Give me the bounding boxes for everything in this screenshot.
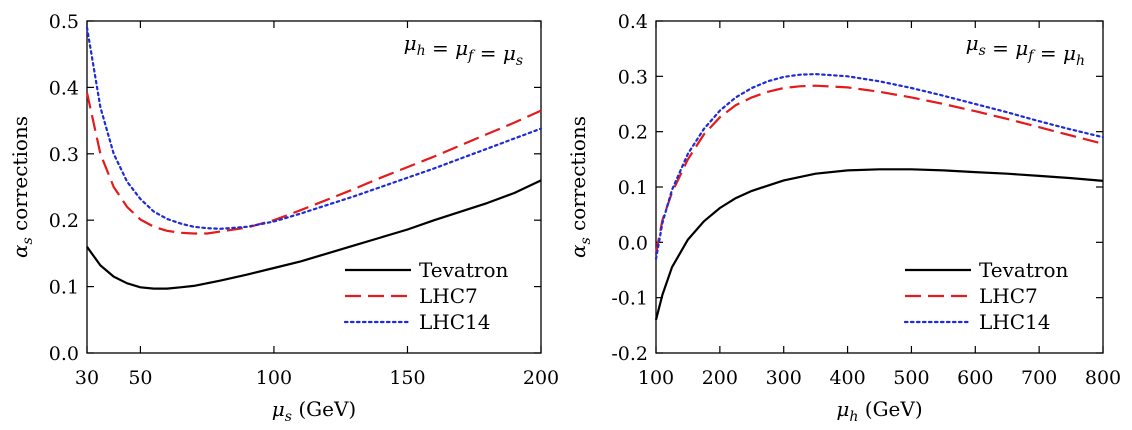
x-tick-label: 200 (523, 367, 559, 389)
y-tick-label: 0.3 (49, 144, 79, 166)
y-tick-label: 0.1 (49, 277, 79, 299)
y-tick-label: 0.5 (49, 11, 79, 33)
series-line-tevatron (86, 179, 542, 290)
y-tick-label: -0.1 (611, 288, 648, 310)
y-tick-label: 0.0 (49, 343, 79, 365)
y-tick-label: 0.4 (618, 11, 648, 33)
x-tick-label: 800 (1085, 367, 1121, 389)
x-tick-label: 150 (389, 367, 425, 389)
y-tick-label: -0.2 (611, 343, 648, 365)
x-axis-title: μs (GeV) (272, 397, 356, 425)
y-tick-label: 0.1 (618, 177, 648, 199)
plot-frame (86, 20, 542, 354)
y-tick-label: 0.4 (49, 77, 79, 99)
legend-label-lhc14: LHC14 (419, 310, 490, 334)
x-tick-label: 400 (829, 367, 865, 389)
legend-label-tevatron: Tevatron (419, 258, 508, 282)
y-tick-label: 0.0 (618, 232, 648, 254)
chart-panel-1: 30 50 100 150 200 0.0 0.1 0.2 0.3 0.4 0.5 μs (GeV) α… (8, 11, 559, 425)
x-tick-label: 100 (256, 367, 292, 389)
series-line-lhc7 (654, 84, 1104, 254)
y-axis-title: αs corrections (8, 116, 36, 258)
x-tick-label: 50 (128, 367, 152, 389)
x-tick-label: 600 (957, 367, 993, 389)
y-tick-label: 0.2 (618, 122, 648, 144)
legend-label-lhc7: LHC7 (419, 284, 478, 308)
x-tick-label: 30 (75, 367, 99, 389)
x-tick-label: 300 (766, 367, 802, 389)
y-axis-title: αs corrections (566, 116, 594, 258)
legend-label-lhc7: LHC7 (979, 284, 1038, 308)
chart-panel-2: 100 200 300 400 500 600 700 800 -0.2 -0.1 0.0 0.1 0.… (566, 11, 1121, 425)
panel-annotation: μh = μf = μs (404, 31, 523, 69)
legend-label-lhc14: LHC14 (979, 310, 1050, 334)
x-tick-label: 700 (1021, 367, 1057, 389)
y-tick-label: 0.2 (49, 210, 79, 232)
x-axis-title: μh (GeV) (836, 397, 922, 425)
x-tick-label: 500 (893, 367, 929, 389)
series-line-lhc7 (85, 92, 542, 235)
series-line-tevatron (654, 168, 1104, 321)
series-line-lhc14 (654, 72, 1105, 260)
y-tick-label: 0.3 (618, 66, 648, 88)
legend-label-tevatron: Tevatron (979, 258, 1068, 282)
panel-annotation: μs = μf = μh (966, 31, 1085, 69)
x-tick-label: 200 (702, 367, 738, 389)
series-line-lhc14 (85, 26, 543, 230)
x-tick-label: 100 (638, 367, 674, 389)
